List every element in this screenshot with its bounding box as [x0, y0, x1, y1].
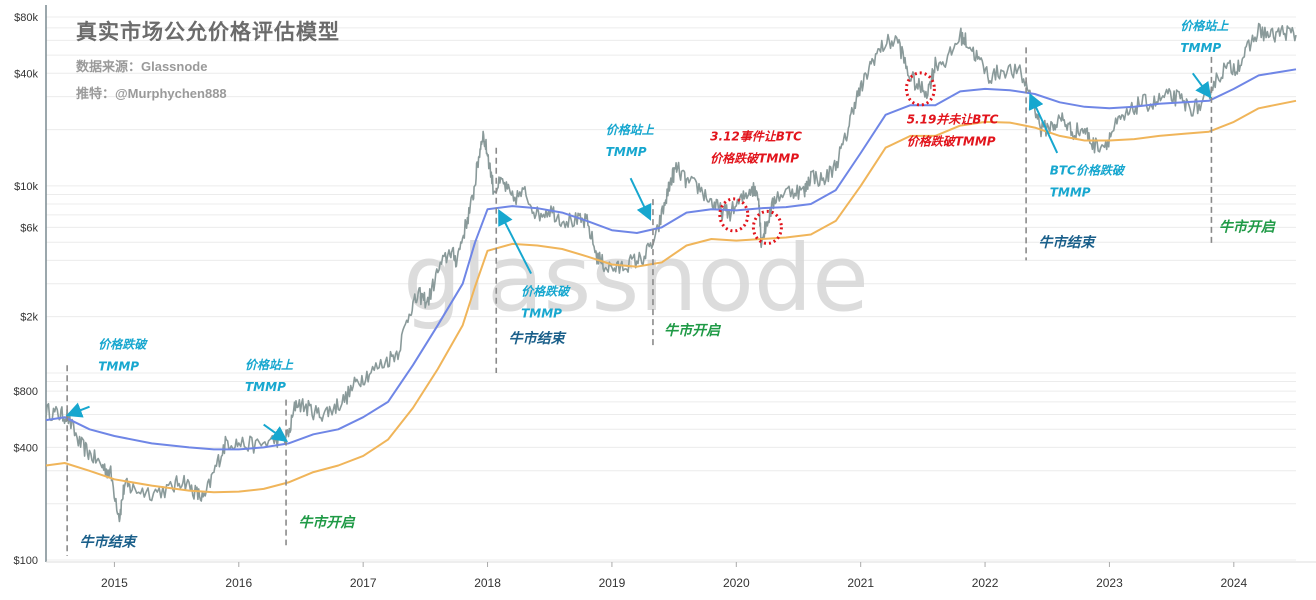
annotation-text: 5.19并未让BTC: [907, 113, 999, 127]
annotation-text: 牛市开启: [298, 514, 355, 531]
chart-title: 真实市场公允价格评估模型: [76, 21, 340, 44]
chart-header: 真实市场公允价格评估模型 数据来源：Glassnode 推特：@Murphych…: [76, 16, 340, 102]
y-tick-label: $800: [14, 386, 38, 398]
x-tick-label: 2017: [350, 576, 377, 590]
x-tick-label: 2018: [474, 576, 501, 590]
data-source-label: 数据来源：Glassnode: [76, 59, 208, 74]
y-tick-label: $40k: [14, 68, 38, 80]
highlight-circle: [904, 71, 936, 107]
annotation-text: 价格跌破: [98, 338, 148, 352]
annotation-text: 价格跌破TMMP: [907, 135, 996, 149]
y-tick-label: $100: [14, 555, 38, 567]
x-tick-label: 2019: [599, 576, 626, 590]
y-tick-label: $80k: [14, 12, 38, 24]
x-tick-label: 2016: [225, 576, 252, 590]
y-tick-label: $6k: [20, 222, 38, 234]
x-tick-label: 2015: [101, 576, 128, 590]
annotation-text: TMMP: [1050, 186, 1091, 200]
annotation-arrow: [629, 177, 652, 221]
annotation-text: 价格跌破: [521, 284, 571, 298]
highlight-circle: [718, 197, 750, 233]
highlight-circle: [751, 209, 783, 245]
annotation-text: 牛市开启: [1219, 219, 1276, 236]
y-tick-label: $10k: [14, 181, 38, 193]
annotation-arrow: [263, 423, 289, 442]
annotation-text: 价格站上: [606, 123, 655, 137]
x-tick-label: 2023: [1096, 576, 1123, 590]
twitter-handle-label[interactable]: 推特：@Murphychen888: [76, 86, 227, 101]
x-tick-label: 2021: [847, 576, 874, 590]
y-tick-label: $400: [14, 442, 38, 454]
annotation-arrow: [1028, 93, 1059, 154]
lower-band-line: [45, 99, 1297, 494]
annotation-text: 3.12事件让BTC: [710, 129, 802, 143]
annotation-text: 牛市结束: [80, 534, 138, 551]
x-tick-label: 2024: [1220, 576, 1247, 590]
annotation-arrow: [1191, 72, 1212, 99]
tmmp-line: [45, 68, 1297, 451]
annotation-text: 牛市开启: [664, 322, 721, 339]
annotation-text: BTC价格跌破: [1050, 164, 1126, 178]
annotation-text: 牛市结束: [1039, 234, 1097, 251]
annotation-text: TMMP: [521, 306, 562, 320]
x-tick-label: 2020: [723, 576, 750, 590]
annotation-arrow: [498, 209, 532, 275]
annotation-text: 牛市结束: [509, 330, 567, 347]
glassnode-watermark: glassnode: [403, 225, 869, 332]
annotation-text: TMMP: [606, 145, 647, 159]
annotation-text: TMMP: [245, 380, 286, 394]
annotation-text: 价格站上: [1180, 19, 1229, 33]
y-tick-label: $2k: [20, 312, 38, 324]
annotation-text: 价格跌破TMMP: [710, 151, 799, 165]
annotation-text: TMMP: [1180, 41, 1221, 55]
x-tick-label: 2022: [972, 576, 999, 590]
annotation-text: 价格站上: [245, 358, 294, 372]
annotation-text: TMMP: [98, 360, 139, 374]
annotation-arrow: [65, 402, 90, 418]
